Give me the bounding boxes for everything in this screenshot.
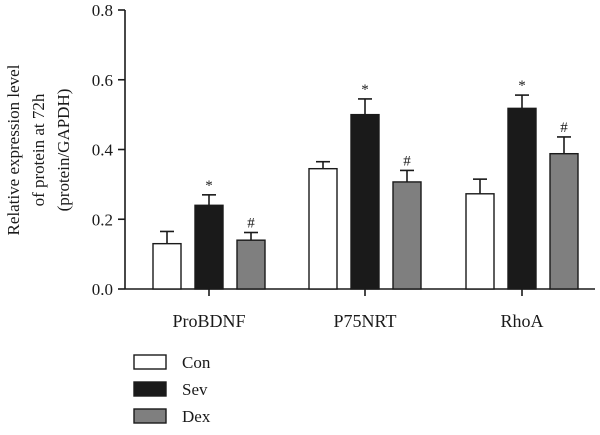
- y-tick-label: 0.6: [92, 71, 113, 90]
- x-tick-label: RhoA: [500, 311, 543, 331]
- y-tick-label: 0.2: [92, 210, 113, 229]
- bar: [549, 152, 579, 290]
- legend-label: Sev: [182, 380, 208, 399]
- significance-marker: *: [518, 78, 526, 94]
- bar: [236, 239, 266, 290]
- x-tick-label: ProBDNF: [172, 311, 245, 331]
- bar: [308, 167, 338, 290]
- legend-swatch: [133, 381, 167, 397]
- y-tick-label: 0.4: [92, 141, 114, 160]
- legend: Con Sev Dex: [133, 353, 211, 426]
- legend-label: Con: [182, 353, 211, 372]
- legend-swatch: [133, 354, 167, 370]
- bars: * # * # * #: [152, 78, 579, 290]
- bar: [350, 113, 380, 290]
- y-axis-label-line-1: Relative expression level: [4, 64, 23, 235]
- significance-marker: #: [247, 216, 255, 232]
- x-tick-label: P75NRT: [334, 311, 397, 331]
- significance-marker: #: [403, 153, 411, 169]
- bar: [392, 181, 422, 290]
- y-axis-label: Relative expression level of protein at …: [4, 64, 73, 235]
- y-tick-label: 0.8: [92, 1, 113, 20]
- bar: [507, 107, 537, 290]
- bar: [152, 242, 182, 290]
- significance-marker: *: [361, 82, 369, 98]
- legend-swatch: [133, 408, 167, 424]
- significance-marker: #: [560, 120, 568, 136]
- y-axis-label-line-2: of protein at 72h: [29, 93, 48, 206]
- y-tick-label: 0.0: [92, 280, 113, 299]
- y-axis-label-line-3: (protein/GAPDH): [54, 89, 73, 212]
- significance-marker: *: [205, 178, 213, 194]
- legend-label: Dex: [182, 407, 211, 426]
- x-tick-labels: ProBDNF P75NRT RhoA: [172, 311, 543, 331]
- bar: [465, 193, 495, 290]
- bar: [194, 204, 224, 290]
